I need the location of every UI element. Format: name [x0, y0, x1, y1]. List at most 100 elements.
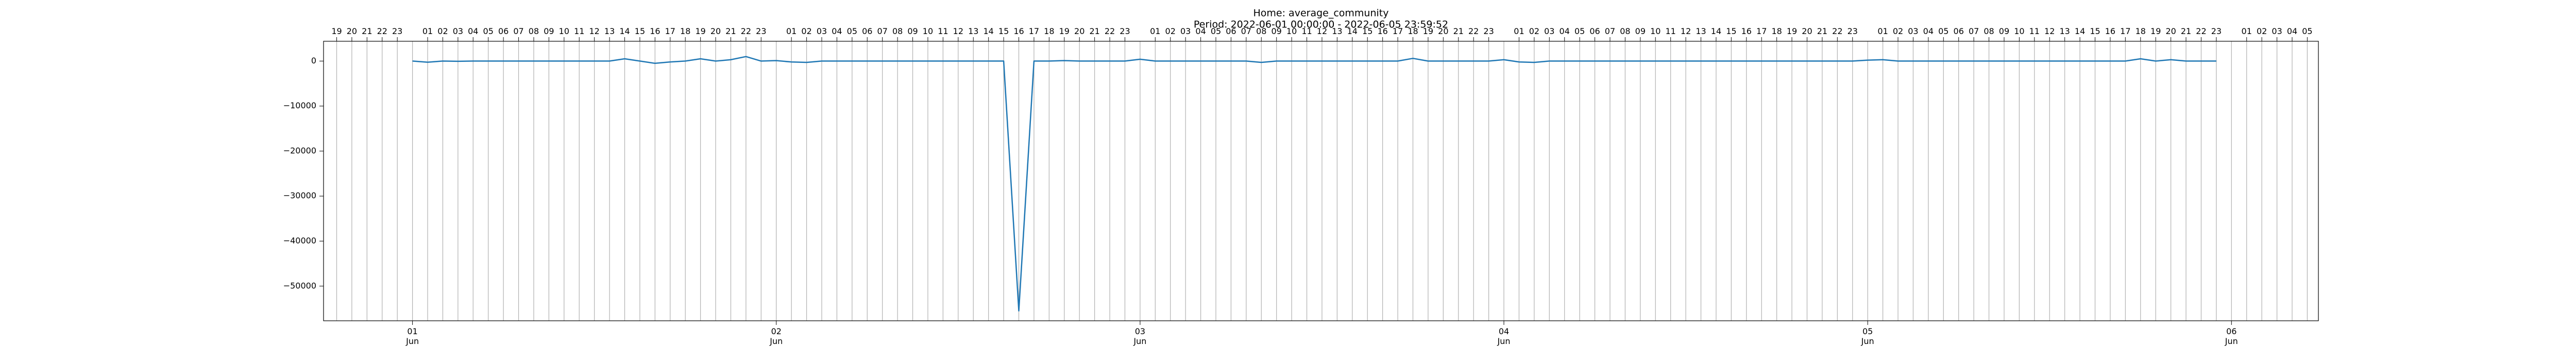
x2-tick-label: 17 [1756, 26, 1767, 36]
x2-tick-label: 08 [892, 26, 903, 36]
x2-tick-label: 18 [1771, 26, 1782, 36]
y-tick-label: −40000 [283, 236, 316, 245]
x2-tick-label: 23 [392, 26, 402, 36]
x2-tick-label: 18 [1044, 26, 1054, 36]
x2-tick-label: 23 [1848, 26, 1858, 36]
x2-tick-label: 12 [2044, 26, 2055, 36]
x2-tick-label: 22 [741, 26, 751, 36]
x2-tick-label: 05 [483, 26, 494, 36]
x2-tick-label: 12 [589, 26, 600, 36]
x2-tick-label: 01 [1514, 26, 1524, 36]
x2-tick-label: 19 [1059, 26, 1070, 36]
x2-tick-label: 22 [1105, 26, 1115, 36]
x2-tick-label: 19 [1787, 26, 1797, 36]
x2-tick-label: 14 [2075, 26, 2085, 36]
x2-tick-label: 11 [1665, 26, 1675, 36]
x2-tick-label: 19 [331, 26, 342, 36]
x2-tick-label: 10 [923, 26, 933, 36]
x2-tick-label: 09 [544, 26, 554, 36]
x2-tick-label: 10 [2014, 26, 2024, 36]
x2-tick-label: 08 [529, 26, 539, 36]
y-tick-label: −20000 [283, 145, 316, 155]
x2-tick-label: 17 [2120, 26, 2130, 36]
x2-tick-label: 19 [1423, 26, 1433, 36]
x2-tick-label: 13 [2059, 26, 2070, 36]
x2-tick-label: 01 [1150, 26, 1160, 36]
x2-tick-label: 13 [1696, 26, 1706, 36]
x-tick-label: 04 Jun [1497, 326, 1511, 346]
x2-tick-label: 22 [2196, 26, 2206, 36]
y-tick-label: −50000 [283, 281, 316, 290]
x2-tick-label: 01 [422, 26, 433, 36]
x2-tick-label: 15 [2090, 26, 2100, 36]
x-tick-label: 02 Jun [769, 326, 783, 346]
x2-tick-label: 03 [1908, 26, 1918, 36]
x2-tick-label: 03 [2272, 26, 2282, 36]
x2-tick-label: 23 [1120, 26, 1130, 36]
line [412, 56, 2216, 312]
x2-tick-label: 10 [1650, 26, 1660, 36]
x2-tick-label: 11 [938, 26, 948, 36]
x2-tick-label: 02 [437, 26, 448, 36]
x2-tick-label: 05 [2302, 26, 2312, 36]
x2-tick-label: 04 [1923, 26, 1934, 36]
x2-tick-label: 02 [1893, 26, 1903, 36]
x2-tick-label: 08 [1984, 26, 1994, 36]
x2-tick-label: 09 [1999, 26, 2009, 36]
x2-tick-label: 17 [1029, 26, 1039, 36]
x2-tick-label: 01 [786, 26, 796, 36]
x2-tick-label: 09 [907, 26, 918, 36]
x2-tick-label: 22 [1832, 26, 1842, 36]
x2-tick-label: 16 [1013, 26, 1024, 36]
x2-tick-label: 09 [1272, 26, 1282, 36]
x2-tick-label: 05 [1574, 26, 1585, 36]
x2-tick-label: 20 [1802, 26, 1812, 36]
x2-tick-label: 06 [1226, 26, 1236, 36]
y-tick-label: 0 [311, 56, 316, 65]
x2-tick-label: 04 [1560, 26, 1570, 36]
x2-tick-label: 19 [695, 26, 705, 36]
chart-title: Home: average_community [1253, 8, 1389, 19]
x2-tick-label: 21 [1089, 26, 1099, 36]
x2-tick-label: 14 [983, 26, 993, 36]
x2-tick-label: 13 [968, 26, 978, 36]
x2-tick-label: 11 [1301, 26, 1312, 36]
y-tick-label: −10000 [283, 101, 316, 110]
x2-tick-label: 02 [801, 26, 811, 36]
x2-tick-label: 14 [1347, 26, 1358, 36]
x2-tick-label: 18 [680, 26, 690, 36]
x2-tick-label: 20 [710, 26, 721, 36]
x2-tick-label: 19 [2150, 26, 2161, 36]
x2-tick-label: 13 [1332, 26, 1342, 36]
x2-tick-label: 06 [1589, 26, 1600, 36]
x2-tick-label: 22 [377, 26, 387, 36]
x2-tick-label: 20 [347, 26, 357, 36]
x2-tick-label: 07 [877, 26, 888, 36]
x2-tick-label: 10 [1286, 26, 1297, 36]
x2-tick-label: 12 [1681, 26, 1691, 36]
x2-tick-label: 03 [817, 26, 827, 36]
x2-tick-label: 06 [1954, 26, 1964, 36]
x2-tick-label: 18 [1408, 26, 1418, 36]
x2-tick-label: 21 [725, 26, 736, 36]
x2-tick-label: 15 [1726, 26, 1736, 36]
x2-tick-label: 17 [1393, 26, 1403, 36]
x2-tick-label: 23 [756, 26, 766, 36]
x2-tick-label: 20 [1074, 26, 1084, 36]
x2-tick-label: 21 [2181, 26, 2191, 36]
x2-tick-label: 08 [1256, 26, 1266, 36]
x2-tick-label: 18 [2136, 26, 2146, 36]
plot-frame [323, 41, 2319, 321]
x2-tick-label: 22 [1468, 26, 1479, 36]
x2-tick-label: 11 [574, 26, 584, 36]
x2-tick-label: 02 [1165, 26, 1176, 36]
x2-tick-label: 20 [1438, 26, 1448, 36]
x2-tick-label: 14 [1711, 26, 1721, 36]
x2-tick-label: 03 [1544, 26, 1554, 36]
x2-tick-label: 05 [847, 26, 857, 36]
chart-subtitle: Period: 2022-06-01 00:00:00 - 2022-06-05… [1194, 19, 1448, 30]
x2-tick-label: 03 [453, 26, 463, 36]
y-tick-label: −30000 [283, 191, 316, 201]
x2-tick-label: 23 [1483, 26, 1494, 36]
